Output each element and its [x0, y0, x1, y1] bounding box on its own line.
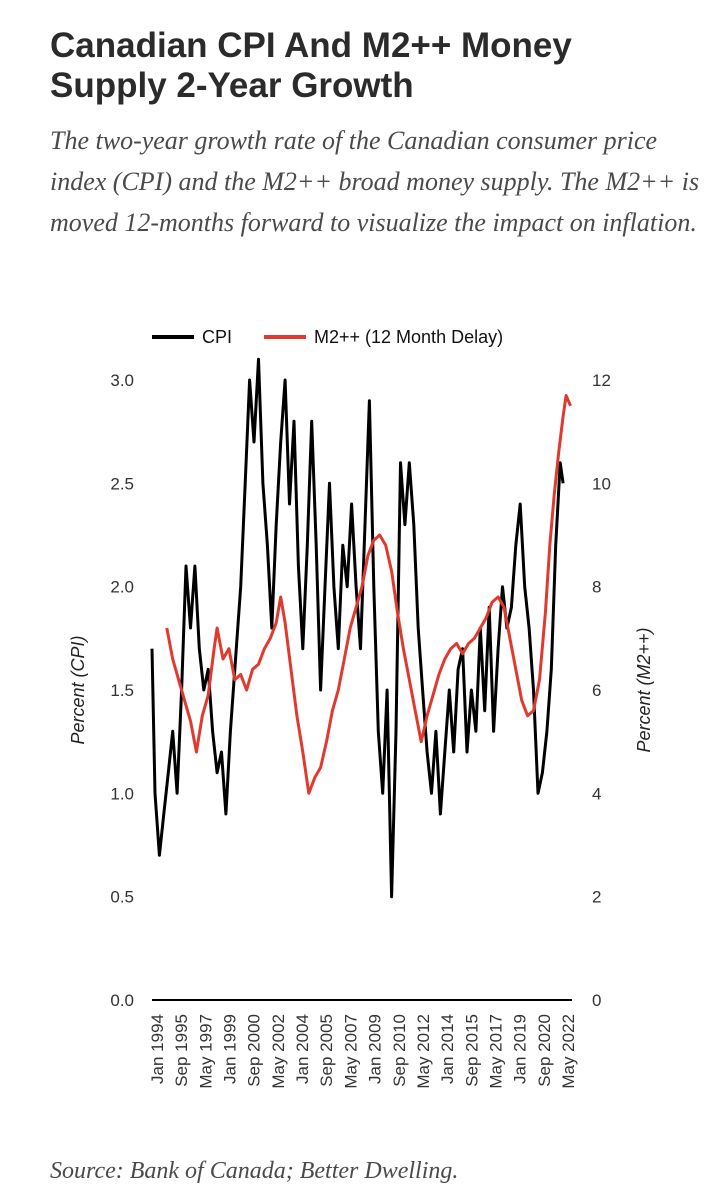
y-right-tick-label: 6	[592, 681, 601, 700]
x-tick-label: Jan 1994	[148, 1014, 167, 1084]
x-tick-label: Sep 2015	[462, 1014, 481, 1087]
y-left-tick-label: 3.0	[110, 371, 134, 390]
chart-title: Canadian CPI And M2++ Money Supply 2-Yea…	[50, 26, 572, 105]
y-right-tick-label: 4	[592, 784, 601, 803]
x-tick-label: Jan 1999	[221, 1014, 240, 1084]
x-tick-label: May 2017	[486, 1014, 505, 1089]
y-right-tick-label: 12	[592, 371, 611, 390]
x-tick-label: Sep 2000	[245, 1014, 264, 1087]
source-note: Source: Bank of Canada; Better Dwelling.	[50, 1158, 459, 1184]
x-tick-label: Jan 2004	[293, 1014, 312, 1084]
x-tick-label: May 2022	[559, 1014, 578, 1089]
x-tick-label: Jan 2009	[366, 1014, 385, 1084]
plot-lines	[150, 357, 572, 899]
y-left-tick-label: 1.0	[110, 784, 134, 803]
chart-subtitle: The two-year growth rate of the Canadian…	[50, 126, 700, 237]
legend: CPI M2++ (12 Month Delay)	[152, 327, 503, 347]
y-right-tick-label: 10	[592, 474, 611, 493]
y-right-axis-label: Percent (M2++)	[634, 627, 654, 752]
y-left-tick-label: 1.5	[110, 681, 134, 700]
x-tick-label: Sep 2020	[535, 1014, 554, 1087]
y-right-tick-label: 0	[592, 991, 601, 1010]
m2-series-line	[165, 394, 572, 795]
x-tick-label: Sep 1995	[172, 1014, 191, 1087]
y-right-tick-label: 2	[592, 888, 601, 907]
x-tick-label: May 2002	[269, 1014, 288, 1089]
x-tick-label: Sep 2005	[317, 1014, 336, 1087]
y-left-tick-label: 2.5	[110, 474, 134, 493]
cpi-series-line	[150, 357, 565, 899]
x-tick-label: Jan 2019	[511, 1014, 530, 1084]
x-tick-label: May 2012	[414, 1014, 433, 1089]
y-right-tick-label: 8	[592, 578, 601, 597]
x-tick-label: May 2007	[341, 1014, 360, 1089]
x-tick-label: Sep 2010	[390, 1014, 409, 1087]
cpi-m2-line-chart: CPI M2++ (12 Month Delay) 0.0 0.5 1.0 1.5 2.0…	[68, 327, 654, 1089]
legend-label-m2: M2++ (12 Month Delay)	[314, 327, 503, 347]
y-left-tick-label: 2.0	[110, 578, 134, 597]
y-left-tick-label: 0.5	[110, 888, 134, 907]
x-tick-label: May 1997	[196, 1014, 215, 1089]
y-left-tick-label: 0.0	[110, 991, 134, 1010]
y-left-axis-label: Percent (CPI)	[68, 635, 88, 744]
x-tick-label: Jan 2014	[438, 1014, 457, 1084]
axes: 0.0 0.5 1.0 1.5 2.0 2.5 3.0 0 2 4 6 8 10 12 Percent (C…	[68, 371, 654, 1089]
legend-label-cpi: CPI	[202, 327, 232, 347]
